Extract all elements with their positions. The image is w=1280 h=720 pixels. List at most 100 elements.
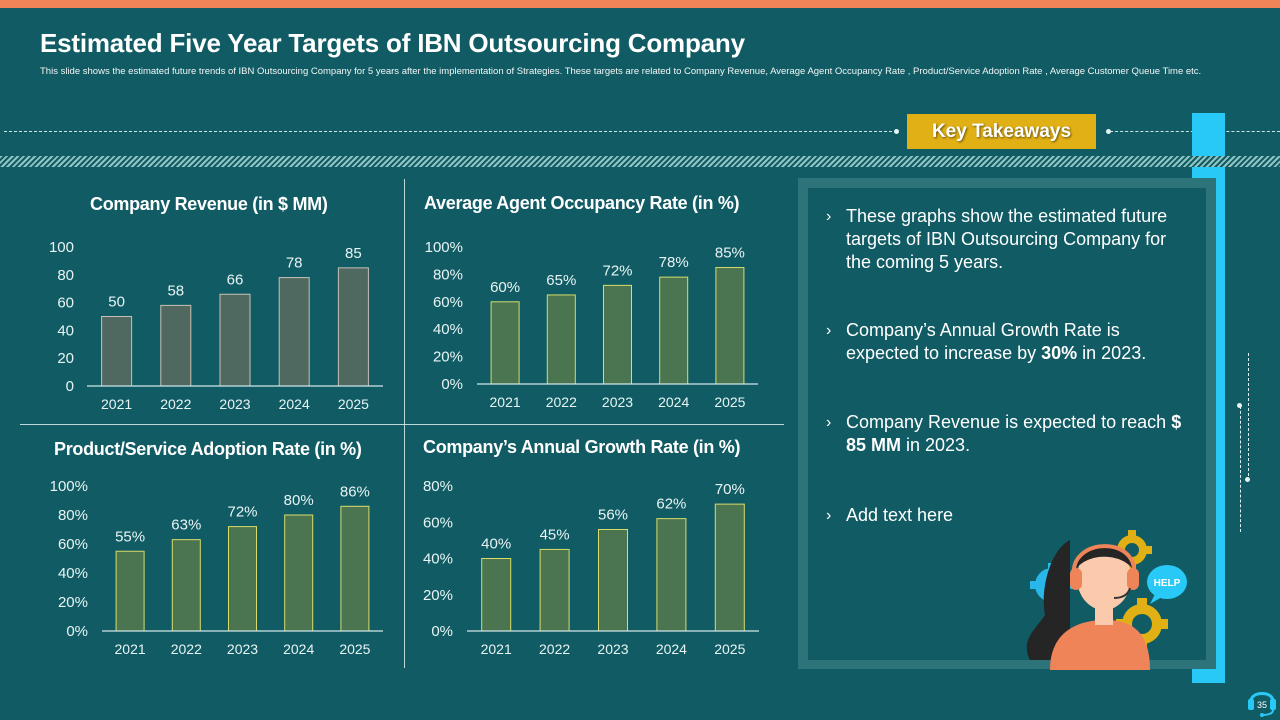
data-label: 55% <box>115 528 145 545</box>
takeaway-text: in 2023. <box>1077 343 1147 363</box>
data-label: 56% <box>598 507 628 524</box>
x-tick-label: 2024 <box>656 641 687 657</box>
y-tick-label: 80% <box>433 266 463 283</box>
decorative-dashed-line <box>1248 353 1249 481</box>
y-tick-label: 20% <box>58 594 88 611</box>
takeaway-item: › These graphs show the estimated future… <box>822 205 1192 274</box>
data-label: 50 <box>108 294 125 311</box>
chart-title-revenue: Company Revenue (in $ MM) <box>90 194 328 214</box>
x-tick-label: 2021 <box>101 396 132 412</box>
bar-2023 <box>603 284 632 385</box>
top-accent-bar <box>0 0 1280 8</box>
bar-2022 <box>171 539 201 632</box>
takeaway-item: › Company Revenue is expected to reach $… <box>822 411 1192 457</box>
x-tick-label: 2022 <box>546 394 577 410</box>
data-label: 78 <box>286 255 303 272</box>
takeaway-item: › Company’s Annual Growth Rate is expect… <box>822 319 1192 365</box>
data-label: 60% <box>490 279 520 296</box>
takeaway-text: in 2023. <box>901 435 971 455</box>
bar-2025 <box>337 267 369 387</box>
x-tick-label: 2023 <box>602 394 633 410</box>
bar-2024 <box>284 514 314 632</box>
decorative-dot <box>1237 403 1242 408</box>
page-number: 35 <box>1257 700 1267 710</box>
y-tick-label: 100 <box>49 239 74 256</box>
bar-2024 <box>659 276 689 385</box>
x-tick-label: 2022 <box>539 641 570 657</box>
y-tick-label: 60% <box>58 536 88 553</box>
y-tick-label: 0% <box>441 376 463 393</box>
takeaways-list: › These graphs show the estimated future… <box>822 205 1192 527</box>
y-tick-label: 80% <box>58 507 88 524</box>
chevron-right-icon: › <box>826 414 832 431</box>
y-tick-label: 0% <box>431 623 453 640</box>
takeaway-text: Company’s Annual Growth Rate is expected… <box>846 320 1120 363</box>
data-label: 66 <box>227 271 244 288</box>
support-agent-illustration: HELP <box>1026 530 1187 670</box>
chevron-right-icon: › <box>826 322 832 339</box>
x-tick-label: 2024 <box>658 394 689 410</box>
bar-2022 <box>546 294 576 385</box>
data-label: 86% <box>340 483 370 500</box>
bar-2023 <box>219 293 251 387</box>
y-tick-label: 40% <box>423 551 453 568</box>
x-tick-label: 2025 <box>338 396 369 412</box>
takeaway-text: Company Revenue is expected to reach <box>846 412 1172 432</box>
decorative-dashed-line <box>1240 406 1241 532</box>
data-label: 65% <box>546 272 576 289</box>
y-tick-label: 100% <box>50 478 88 495</box>
help-bubble: HELP <box>1147 565 1187 604</box>
data-label: 58 <box>167 282 184 299</box>
x-tick-label: 2021 <box>481 641 512 657</box>
chart-title-growth: Company’s Annual Growth Rate (in %) <box>423 437 741 457</box>
bar-2023 <box>598 529 628 632</box>
x-tick-label: 2024 <box>279 396 310 412</box>
takeaway-text: These graphs show the estimated future t… <box>846 206 1168 272</box>
data-label: 45% <box>540 526 570 543</box>
takeaway-text: Add text here <box>846 505 954 525</box>
y-tick-label: 80% <box>423 478 453 495</box>
y-tick-label: 40% <box>58 565 88 582</box>
bar-2022 <box>539 548 570 632</box>
x-tick-label: 2025 <box>714 641 745 657</box>
divider-dot <box>1106 129 1111 134</box>
hatched-band <box>0 156 1280 167</box>
y-tick-label: 20% <box>423 587 453 604</box>
chevron-right-icon: › <box>826 208 832 225</box>
data-label: 80% <box>284 492 314 509</box>
x-tick-label: 2025 <box>339 641 370 657</box>
data-label: 78% <box>659 254 689 271</box>
y-tick-label: 40% <box>433 321 463 338</box>
divider-dot <box>894 129 899 134</box>
takeaways-panel <box>808 188 1206 660</box>
bar-2021 <box>481 558 512 632</box>
y-tick-label: 80 <box>57 267 74 284</box>
bar-2021 <box>101 316 133 387</box>
dashed-divider-left <box>4 131 897 132</box>
data-label: 72% <box>227 504 257 521</box>
x-tick-label: 2021 <box>115 641 146 657</box>
y-tick-label: 20 <box>57 350 74 367</box>
y-tick-label: 40 <box>57 322 74 339</box>
bar-2021 <box>115 550 145 632</box>
x-tick-label: 2022 <box>171 641 202 657</box>
x-tick-label: 2022 <box>160 396 191 412</box>
key-takeaways-label: Key Takeaways <box>907 114 1096 149</box>
chart-title-adoption: Product/Service Adoption Rate (in %) <box>54 439 362 459</box>
y-tick-label: 0% <box>66 623 88 640</box>
x-tick-label: 2023 <box>219 396 250 412</box>
y-tick-label: 60% <box>433 294 463 311</box>
takeaway-highlight: $ 85 MM <box>846 412 1182 455</box>
chart-divider-vertical <box>404 179 405 668</box>
y-tick-label: 0 <box>66 378 74 395</box>
takeaway-item: › Add text here <box>822 504 1192 527</box>
y-tick-label: 60 <box>57 295 74 312</box>
chevron-right-icon: › <box>826 507 832 524</box>
bar-2025 <box>340 505 370 632</box>
y-tick-label: 20% <box>433 349 463 366</box>
data-label: 70% <box>715 481 745 498</box>
x-tick-label: 2024 <box>283 641 314 657</box>
page-subtitle: This slide shows the estimated future tr… <box>40 66 1202 77</box>
takeaway-highlight: 30% <box>1041 343 1078 363</box>
